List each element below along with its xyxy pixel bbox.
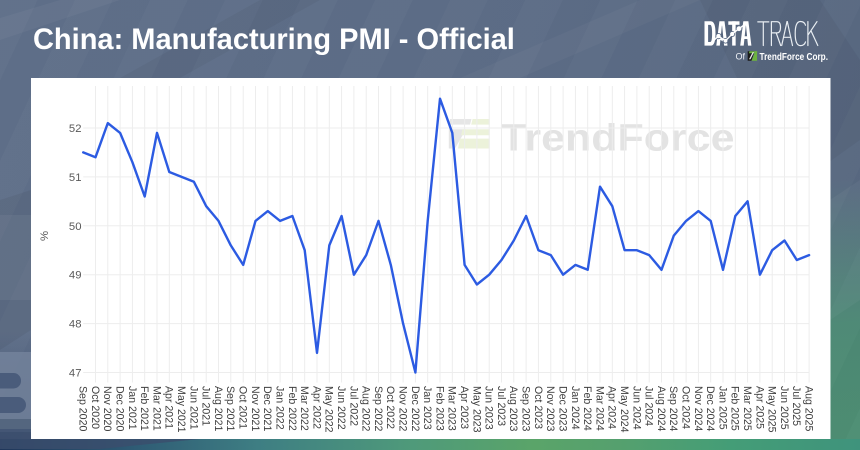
svg-text:May 2024: May 2024	[618, 386, 630, 433]
svg-text:Sep 2022: Sep 2022	[372, 386, 384, 431]
svg-text:Jan 2024: Jan 2024	[569, 386, 581, 430]
svg-text:Feb 2025: Feb 2025	[729, 386, 741, 431]
svg-text:Oct 2023: Oct 2023	[532, 386, 544, 429]
svg-text:Jul 2023: Jul 2023	[495, 386, 507, 426]
svg-text:Nov 2024: Nov 2024	[692, 386, 704, 431]
svg-text:Dec 2022: Dec 2022	[409, 386, 421, 431]
svg-text:Jul 2024: Jul 2024	[643, 386, 655, 426]
svg-text:50: 50	[69, 221, 82, 233]
svg-text:Dec 2021: Dec 2021	[261, 386, 273, 431]
svg-text:51: 51	[69, 172, 82, 184]
svg-text:Nov 2020: Nov 2020	[101, 386, 113, 431]
svg-text:Apr 2022: Apr 2022	[310, 386, 322, 429]
svg-text:May 2022: May 2022	[323, 386, 335, 433]
svg-text:Jun 2025: Jun 2025	[778, 386, 790, 430]
svg-text:China: Manufacturing PMI - Off: China: Manufacturing PMI - Official	[33, 24, 515, 56]
svg-text:Jun 2023: Jun 2023	[483, 386, 495, 430]
svg-text:Sep 2023: Sep 2023	[520, 386, 532, 431]
svg-text:Feb 2023: Feb 2023	[433, 386, 445, 431]
svg-text:Apr 2021: Apr 2021	[163, 386, 175, 429]
svg-text:May 2023: May 2023	[470, 386, 482, 433]
svg-text:47: 47	[69, 368, 82, 380]
svg-text:Aug 2025: Aug 2025	[803, 386, 815, 431]
svg-text:Dec 2024: Dec 2024	[704, 386, 716, 431]
svg-text:Oct 2020: Oct 2020	[89, 386, 101, 429]
svg-text:Aug 2023: Aug 2023	[507, 386, 519, 431]
svg-text:TrendForce Corp.: TrendForce Corp.	[760, 52, 829, 63]
svg-text:48: 48	[69, 319, 82, 331]
svg-text:49: 49	[69, 270, 82, 282]
svg-text:Mar 2025: Mar 2025	[741, 386, 753, 431]
svg-text:Mar 2022: Mar 2022	[298, 386, 310, 431]
svg-text:Mar 2023: Mar 2023	[446, 386, 458, 431]
svg-text:Feb 2024: Feb 2024	[581, 386, 593, 431]
svg-text:Oct 2022: Oct 2022	[384, 386, 396, 429]
svg-text:Jul 2021: Jul 2021	[200, 386, 212, 426]
svg-text:%: %	[39, 231, 51, 241]
svg-text:Jul 2022: Jul 2022	[347, 386, 359, 426]
svg-text:Sep 2021: Sep 2021	[224, 386, 236, 431]
svg-text:Feb 2021: Feb 2021	[138, 386, 150, 431]
svg-text:Jan 2023: Jan 2023	[421, 386, 433, 430]
svg-text:Dec 2020: Dec 2020	[114, 386, 126, 431]
svg-text:Jun 2021: Jun 2021	[187, 386, 199, 430]
svg-text:Nov 2022: Nov 2022	[397, 386, 409, 431]
svg-text:Jan 2021: Jan 2021	[126, 386, 138, 430]
svg-text:Aug 2024: Aug 2024	[655, 386, 667, 431]
svg-text:Nov 2021: Nov 2021	[249, 386, 261, 431]
svg-text:Sep 2020: Sep 2020	[77, 386, 89, 431]
svg-text:Apr 2024: Apr 2024	[606, 386, 618, 429]
svg-text:52: 52	[69, 123, 82, 135]
svg-text:Mar 2024: Mar 2024	[593, 386, 605, 431]
svg-text:Jun 2024: Jun 2024	[630, 386, 642, 430]
svg-text:May 2021: May 2021	[175, 386, 187, 433]
svg-text:Jan 2022: Jan 2022	[274, 386, 286, 430]
svg-text:Aug 2022: Aug 2022	[360, 386, 372, 431]
svg-text:Apr 2025: Apr 2025	[753, 386, 765, 429]
svg-text:Jun 2022: Jun 2022	[335, 386, 347, 430]
svg-text:Oct 2021: Oct 2021	[237, 386, 249, 429]
svg-text:Feb 2022: Feb 2022	[286, 386, 298, 431]
svg-text:Dec 2023: Dec 2023	[557, 386, 569, 431]
svg-text:Sep 2024: Sep 2024	[667, 386, 679, 431]
svg-text:TrendForce: TrendForce	[501, 117, 735, 159]
svg-text:Of: Of	[736, 51, 746, 61]
svg-text:Jul 2025: Jul 2025	[790, 386, 802, 426]
svg-text:Mar 2021: Mar 2021	[150, 386, 162, 431]
svg-text:Jan 2025: Jan 2025	[716, 386, 728, 430]
svg-text:Oct 2024: Oct 2024	[680, 386, 692, 429]
svg-text:Nov 2023: Nov 2023	[544, 386, 556, 431]
svg-text:Aug 2021: Aug 2021	[212, 386, 224, 431]
svg-text:Apr 2023: Apr 2023	[458, 386, 470, 429]
svg-text:May 2025: May 2025	[766, 386, 778, 433]
